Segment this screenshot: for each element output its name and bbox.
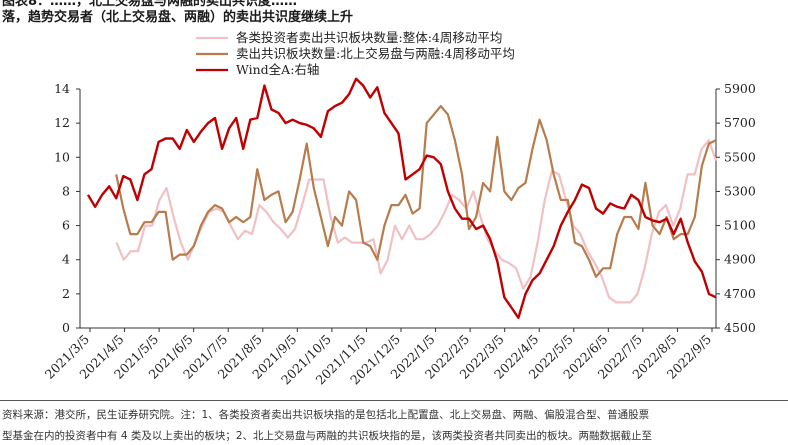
- left-tick-label: 4: [62, 252, 70, 267]
- right-tick-label: 4500: [724, 320, 756, 335]
- chart-series-lines: [86, 77, 718, 319]
- series-line-3: [86, 77, 717, 319]
- legend-label-3: Wind全A:右轴: [236, 62, 319, 77]
- right-tick-label: 5700: [724, 115, 756, 130]
- line-chart: 各类投资者卖出共识板块数量:整体:4周移动平均卖出共识板块数量:北上交易盘与两融…: [42, 30, 756, 387]
- source-note-line-2: 型基金在内的投资者中有 4 类及以上卖出的板块；2、北上交易盘与两融的共识板块指…: [2, 430, 653, 442]
- left-tick-label: 10: [54, 149, 70, 164]
- right-tick-label: 5300: [724, 183, 756, 198]
- right-tick-label: 4700: [724, 286, 756, 301]
- series-line-1: [115, 139, 718, 304]
- legend-label-1: 各类投资者卖出共识板块数量:整体:4周移动平均: [236, 30, 502, 45]
- left-tick-label: 12: [54, 115, 70, 130]
- series-line-2: [115, 105, 717, 278]
- right-tick-label: 5900: [724, 81, 756, 96]
- source-note-line-1: 资料来源：港交所，民生证券研究院。注：1、各类投资者卖出共识板块指的是包括北上配…: [2, 409, 650, 421]
- left-tick-label: 0: [62, 320, 70, 335]
- left-tick-label: 2: [62, 286, 70, 301]
- figure-header: 图表8：……，北上交易盘与两融的卖出共识度…… 落，趋势交易者（北上交易盘、两融…: [0, 0, 788, 28]
- figure-title-line-2: 落，趋势交易者（北上交易盘、两融）的卖出共识度继续上升: [2, 10, 354, 25]
- right-tick-label: 4900: [724, 252, 756, 267]
- left-tick-label: 14: [54, 81, 70, 96]
- figure-footer: 资料来源：港交所，民生证券研究院。注：1、各类投资者卖出共识板块指的是包括北上配…: [0, 400, 788, 445]
- chart-legend: 各类投资者卖出共识板块数量:整体:4周移动平均卖出共识板块数量:北上交易盘与两融…: [196, 30, 515, 77]
- chart-axes: 0 2 4 6 8 10 12 14 4500 4700 4900 5100 5300 5500 5700 5…: [42, 81, 756, 387]
- right-tick-label: 5500: [724, 149, 756, 164]
- right-tick-label: 5100: [724, 218, 756, 233]
- figure-title-line-1: 图表8：……，北上交易盘与两融的卖出共识度……: [2, 0, 298, 9]
- left-tick-label: 8: [62, 183, 70, 198]
- legend-label-2: 卖出共识板块数量:北上交易盘与两融:4周移动平均: [236, 46, 515, 61]
- left-tick-label: 6: [62, 218, 70, 233]
